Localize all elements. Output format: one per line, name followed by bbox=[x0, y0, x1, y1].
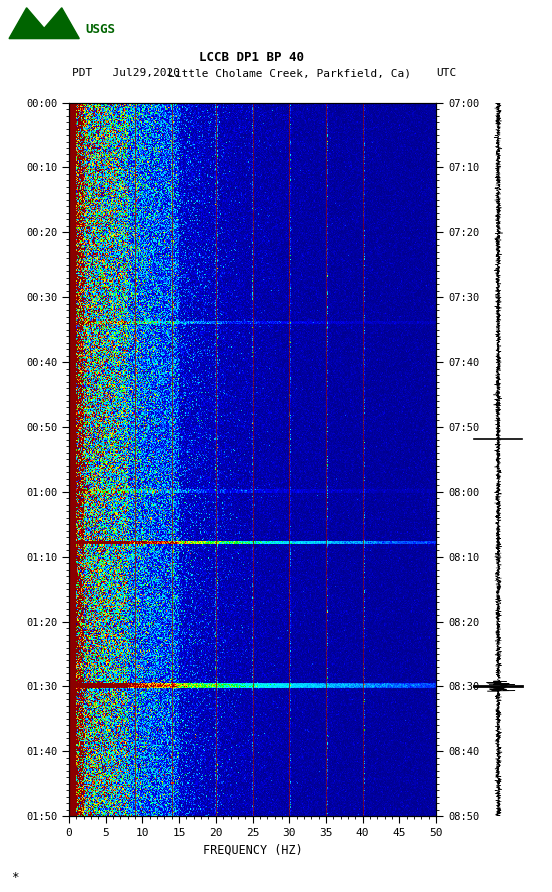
Text: UTC: UTC bbox=[436, 68, 457, 78]
Polygon shape bbox=[9, 8, 79, 38]
Text: LCCB DP1 BP 40: LCCB DP1 BP 40 bbox=[199, 52, 304, 64]
Text: *: * bbox=[11, 871, 19, 884]
Text: Little Cholame Creek, Parkfield, Ca): Little Cholame Creek, Parkfield, Ca) bbox=[168, 68, 411, 78]
Text: PDT   Jul29,2020: PDT Jul29,2020 bbox=[72, 68, 180, 78]
X-axis label: FREQUENCY (HZ): FREQUENCY (HZ) bbox=[203, 844, 302, 856]
Text: USGS: USGS bbox=[85, 23, 115, 36]
